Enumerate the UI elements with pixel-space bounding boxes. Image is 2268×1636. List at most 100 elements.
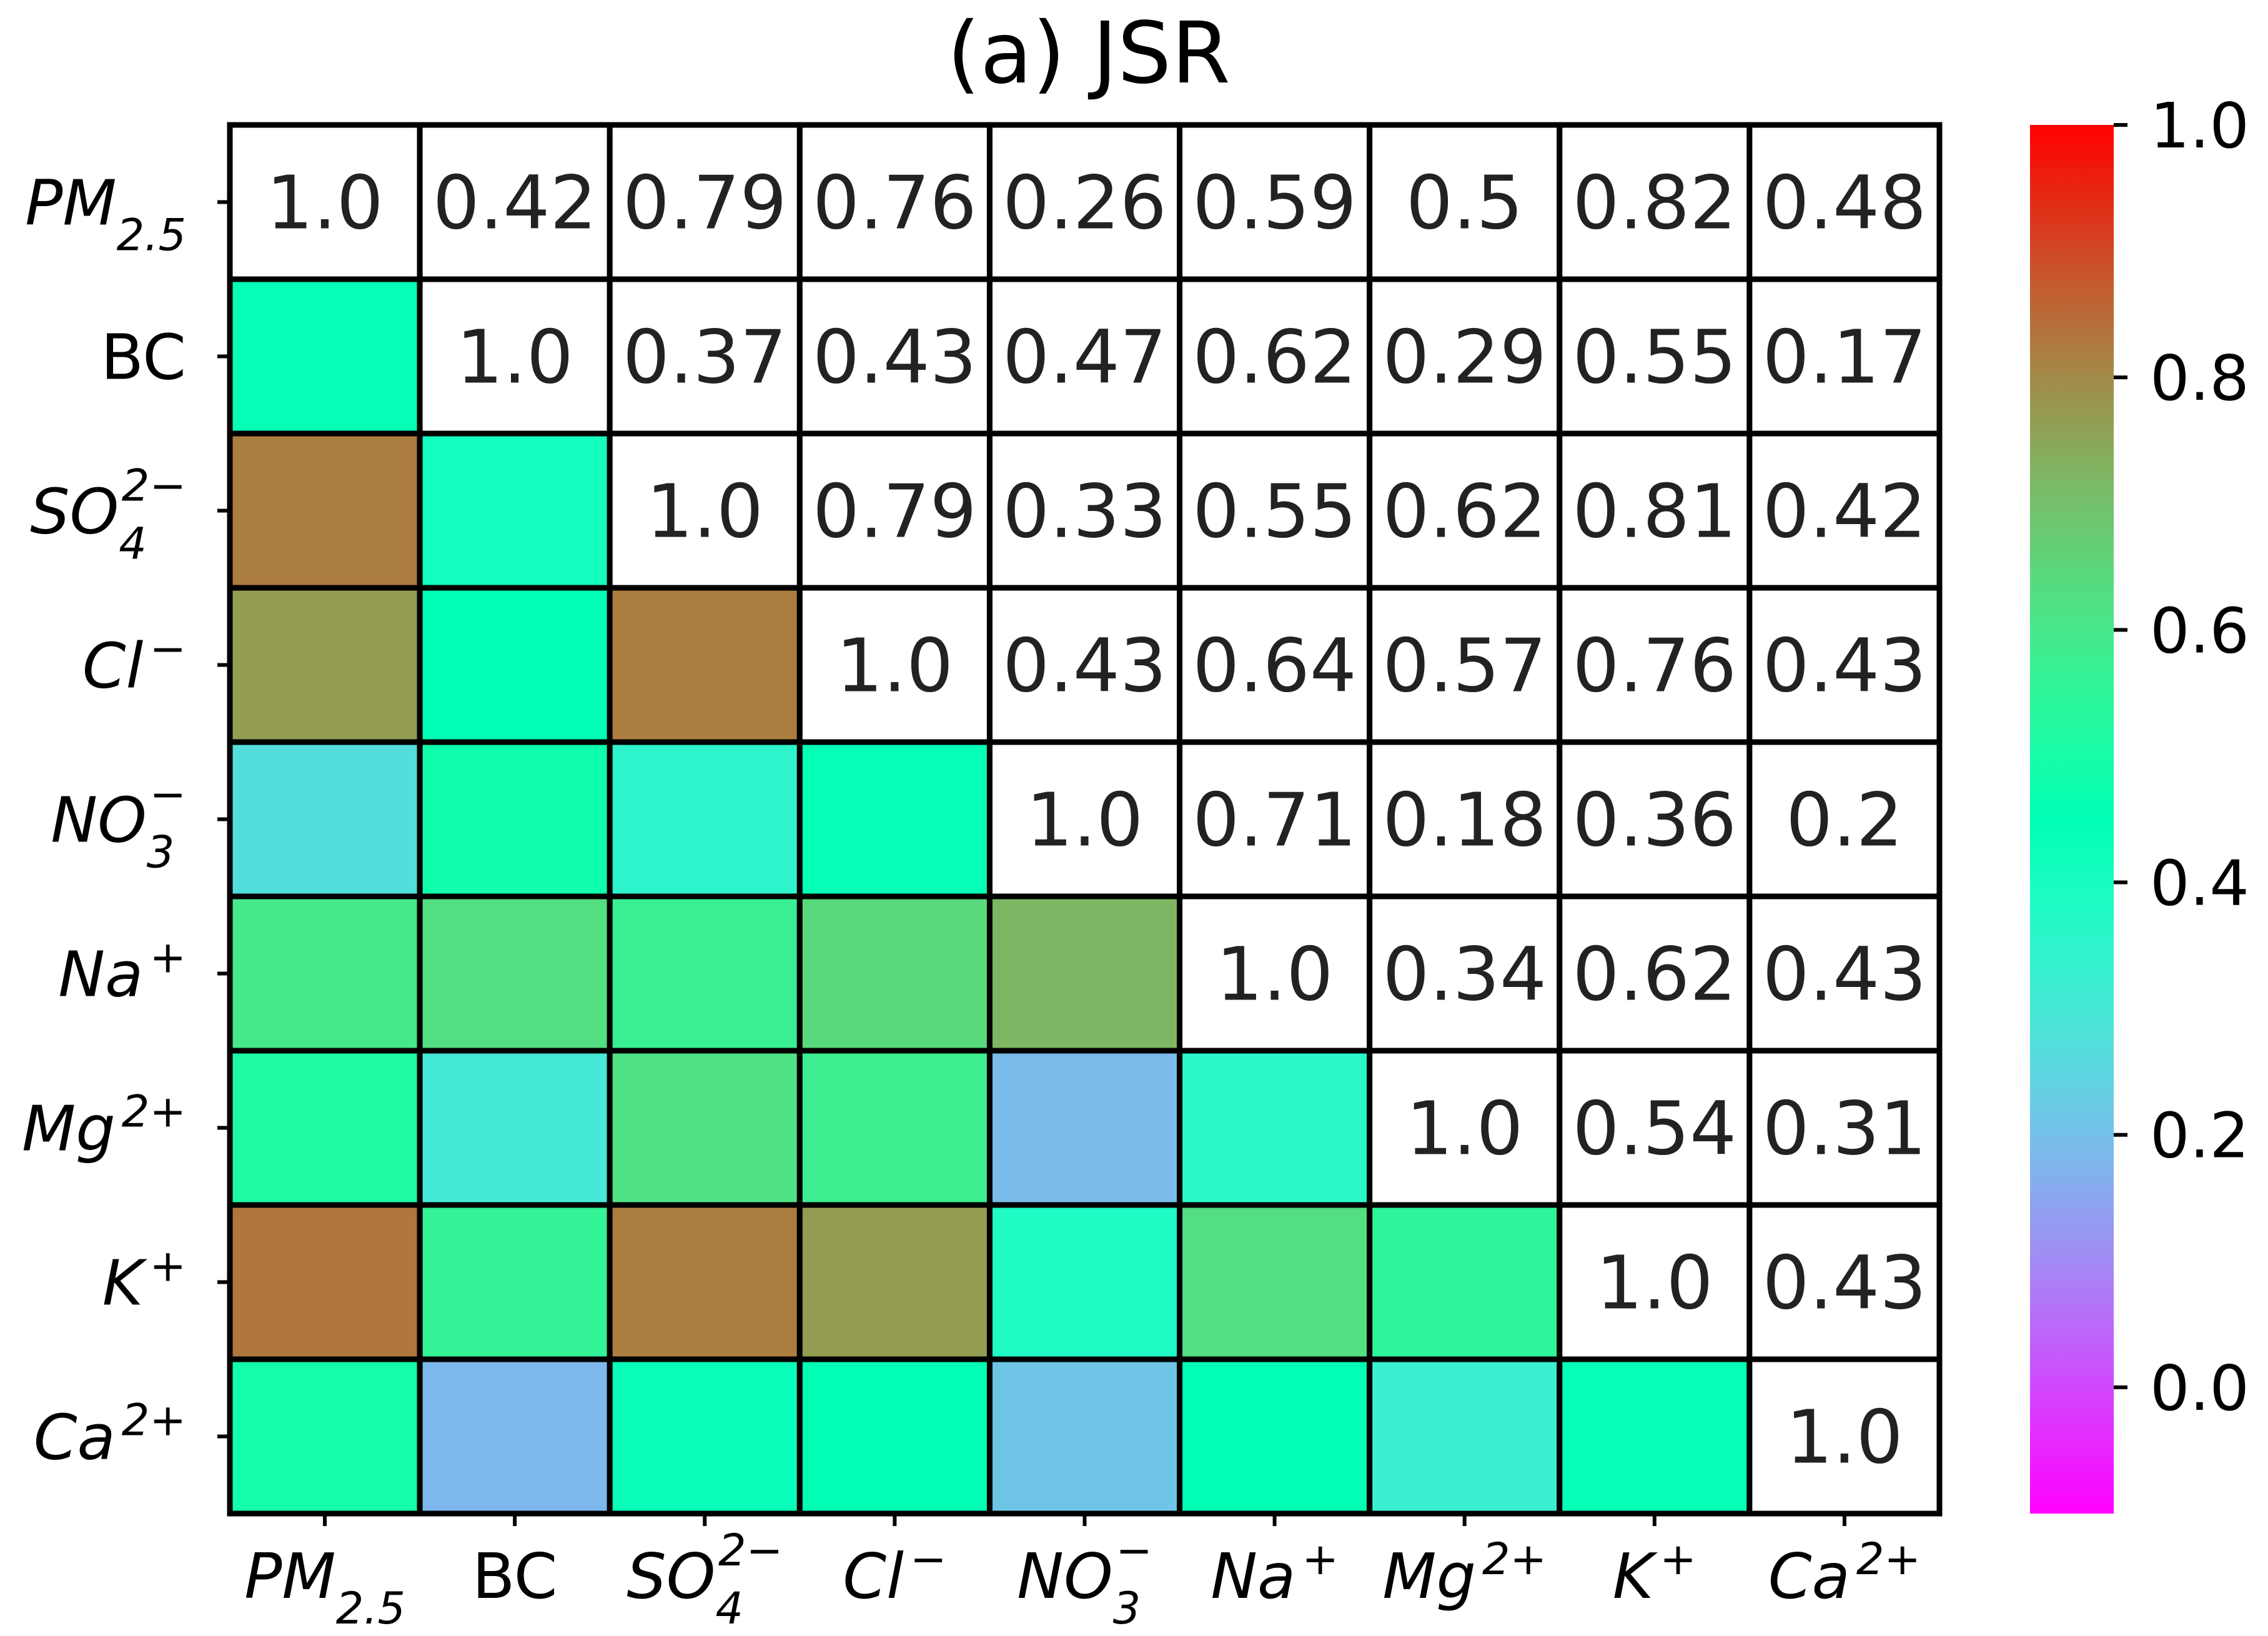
cell-value-label: 0.5 <box>1406 160 1523 246</box>
cell-value-label: 0.48 <box>1763 160 1927 246</box>
cell-value-label: 0.59 <box>1192 160 1357 246</box>
cell-value-label: 0.42 <box>433 160 597 246</box>
heatmap-cell-4-2 <box>607 739 803 900</box>
heatmap-cell-0-8 <box>1746 122 1943 282</box>
heatmap-cell-5-4 <box>986 893 1183 1054</box>
heatmap-cell-2-2 <box>607 430 803 591</box>
x-tick-label: Na + <box>1211 1534 1339 1613</box>
heatmap-cell-3-2 <box>607 585 803 745</box>
heatmap-cell-5-0 <box>227 893 423 1054</box>
cell-value-label: 0.2 <box>1786 777 1903 863</box>
y-tick-label: Cl − <box>82 623 186 703</box>
cell-value-label: 1.0 <box>1216 931 1334 1018</box>
heatmap-cell-6-1 <box>417 1048 613 1208</box>
colorbar-tick-label: 0.4 <box>2150 847 2249 920</box>
heatmap-cell-6-2 <box>607 1048 803 1208</box>
heatmap-cell-5-2 <box>607 893 803 1054</box>
cell-value-label: 0.36 <box>1572 777 1736 863</box>
heatmap-cell-5-8 <box>1746 893 1943 1054</box>
heatmap-cell-5-1 <box>417 893 613 1054</box>
heatmap-cell-0-7 <box>1557 122 1753 282</box>
cell-value-label: 0.47 <box>1003 314 1167 400</box>
heatmap-cell-0-2 <box>607 122 803 282</box>
heatmap-cell-7-8 <box>1746 1202 1943 1362</box>
cell-value-label: 0.17 <box>1763 314 1927 400</box>
colorbar-tick-label: 0.0 <box>2150 1352 2249 1425</box>
heatmap-cell-1-8 <box>1746 276 1943 437</box>
chart-title: (a) JSR <box>947 4 1231 103</box>
heatmap-cell-3-8 <box>1746 585 1943 745</box>
heatmap-cell-2-3 <box>796 430 993 591</box>
y-tick-label: BC <box>101 321 186 394</box>
cell-value-label: 0.55 <box>1192 468 1357 555</box>
heatmap-cell-1-7 <box>1557 276 1753 437</box>
heatmap-cell-1-6 <box>1367 276 1563 437</box>
cell-value-label: 1.0 <box>456 314 573 400</box>
heatmap-cell-3-0 <box>227 585 423 745</box>
heatmap-cell-2-7 <box>1557 430 1753 591</box>
cell-value-label: 0.71 <box>1192 777 1357 863</box>
cell-value-label: 0.43 <box>813 314 977 400</box>
cell-value-label: 0.64 <box>1192 623 1357 709</box>
heatmap-cell-0-1 <box>417 122 613 282</box>
cell-value-label: 0.31 <box>1763 1086 1927 1172</box>
heatmap-cell-1-0 <box>227 276 423 437</box>
heatmap-cell-1-3 <box>796 276 993 437</box>
cell-value-label: 1.0 <box>266 160 384 246</box>
cell-value-label: 0.43 <box>1763 623 1927 709</box>
heatmap-cell-8-4 <box>986 1356 1183 1517</box>
heatmap-cell-6-7 <box>1557 1048 1753 1208</box>
cell-value-label: 0.79 <box>813 468 977 555</box>
heatmap-cell-4-0 <box>227 739 423 900</box>
cell-value-label: 0.42 <box>1763 468 1927 555</box>
cell-value-label: 0.81 <box>1572 468 1736 555</box>
cell-value-label: 1.0 <box>836 623 954 709</box>
heatmap-cell-7-6 <box>1367 1202 1563 1362</box>
heatmap-cell-8-8 <box>1746 1356 1943 1517</box>
cell-value-label: 0.37 <box>623 314 787 400</box>
heatmap-cell-2-5 <box>1177 430 1373 591</box>
heatmap-cell-7-2 <box>607 1202 803 1362</box>
heatmap-cell-8-7 <box>1557 1356 1753 1517</box>
cell-value-label: 1.0 <box>1406 1086 1523 1172</box>
heatmap-cell-7-5 <box>1177 1202 1373 1362</box>
heatmap-cell-6-4 <box>986 1048 1183 1208</box>
heatmap-cell-6-8 <box>1746 1048 1943 1208</box>
heatmap-cell-7-7 <box>1557 1202 1753 1362</box>
cell-value-label: 1.0 <box>646 468 763 555</box>
heatmap-cell-8-0 <box>227 1356 423 1517</box>
colorbar-tick-label: 1.0 <box>2150 89 2249 162</box>
cell-value-label: 0.43 <box>1763 931 1927 1018</box>
heatmap-cell-8-5 <box>1177 1356 1373 1517</box>
heatmap-cell-7-0 <box>227 1202 423 1362</box>
x-tick-label: BC <box>472 1540 558 1613</box>
heatmap-cell-8-3 <box>796 1356 993 1517</box>
heatmap-cell-7-3 <box>796 1202 993 1362</box>
cell-value-label: 0.76 <box>1572 623 1736 709</box>
cell-value-label: 0.43 <box>1763 1240 1927 1326</box>
heatmap-cell-1-1 <box>417 276 613 437</box>
heatmap-cell-5-3 <box>796 893 993 1054</box>
heatmap-cell-4-1 <box>417 739 613 900</box>
cell-value-label: 0.18 <box>1382 777 1547 863</box>
heatmap-cell-1-4 <box>986 276 1183 437</box>
cell-value-label: 0.26 <box>1003 160 1167 246</box>
cell-value-label: 0.33 <box>1003 468 1167 555</box>
cell-value-label: 0.55 <box>1572 314 1736 400</box>
heatmap-cell-6-0 <box>227 1048 423 1208</box>
heatmap-cell-3-4 <box>986 585 1183 745</box>
heatmap-cell-4-3 <box>796 739 993 900</box>
heatmap-cell-6-3 <box>796 1048 993 1208</box>
cell-value-label: 1.0 <box>1026 777 1144 863</box>
heatmap-cell-3-1 <box>417 585 613 745</box>
cell-value-label: 0.43 <box>1003 623 1167 709</box>
heatmap-cell-6-5 <box>1177 1048 1373 1208</box>
colorbar-tick-label: 0.8 <box>2150 342 2249 415</box>
heatmap-cell-0-0 <box>227 122 423 282</box>
heatmap-cell-2-0 <box>227 430 423 591</box>
cell-value-label: 0.82 <box>1572 160 1736 246</box>
colorbar-gradient <box>2030 125 2114 1514</box>
cell-value-label: 0.57 <box>1382 623 1547 709</box>
cell-value-label: 1.0 <box>1596 1240 1713 1326</box>
